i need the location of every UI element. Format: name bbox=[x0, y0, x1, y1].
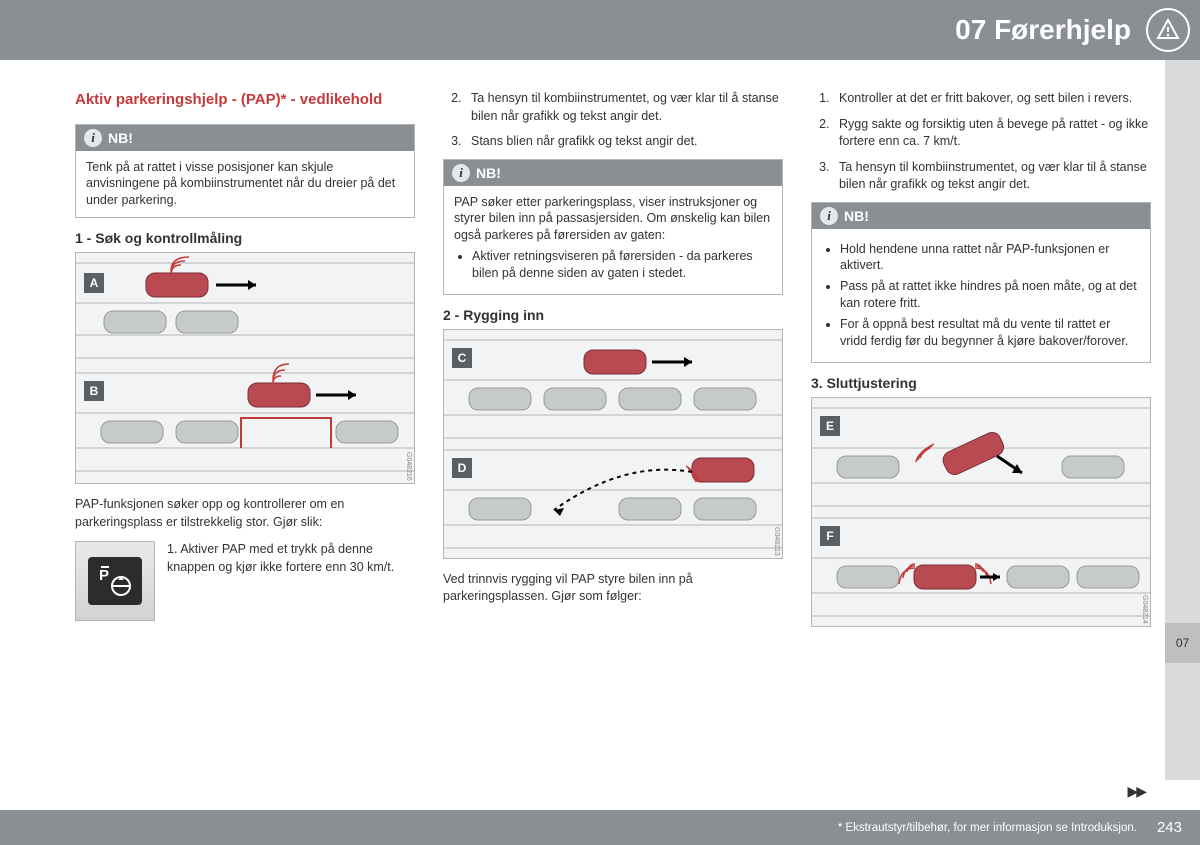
footnote-star: * bbox=[838, 822, 842, 834]
subheading-3: 3. Sluttjustering bbox=[811, 375, 1151, 391]
instruction-list-2: Kontroller at det er fritt bakover, og s… bbox=[811, 90, 1151, 194]
list-item: Ta hensyn til kombiinstrumentet, og vær … bbox=[465, 90, 783, 125]
panel-label-f: F bbox=[820, 526, 840, 546]
diagram-3: E F bbox=[811, 397, 1151, 627]
column-3: Kontroller at det er fritt bakover, og s… bbox=[811, 90, 1151, 639]
note-bullet: Aktiver retningsviseren på førersiden - … bbox=[472, 248, 772, 282]
note-label: NB! bbox=[108, 130, 133, 146]
note-text: PAP søker etter parkeringsplass, viser i… bbox=[454, 195, 770, 243]
page-number: 243 bbox=[1157, 819, 1182, 836]
para-1: PAP-funksjonen søker opp og kontrollerer… bbox=[75, 496, 415, 531]
note-label: NB! bbox=[476, 165, 501, 181]
panel-label-e: E bbox=[820, 416, 840, 436]
list-item: Kontroller at det er fritt bakover, og s… bbox=[833, 90, 1151, 108]
continue-icon: ▶▶ bbox=[1127, 783, 1145, 800]
panel-label-d: D bbox=[452, 458, 472, 478]
image-code: G048216 bbox=[405, 452, 412, 481]
footnote: * Ekstrautstyr/tilbehør, for mer informa… bbox=[838, 822, 1137, 834]
panel-label-c: C bbox=[452, 348, 472, 368]
note-box-2: i NB! PAP søker etter parkeringsplass, vi… bbox=[443, 159, 783, 295]
info-icon: i bbox=[84, 129, 102, 147]
subheading-2: 2 - Rygging inn bbox=[443, 307, 783, 323]
warning-icon bbox=[1146, 8, 1190, 52]
instruction-list-1: Ta hensyn til kombiinstrumentet, og vær … bbox=[443, 90, 783, 151]
column-1: Aktiv parkeringshjelp - (PAP)* - vedlike… bbox=[75, 90, 415, 639]
note-bullet: Hold hendene unna rattet når PAP-funksjo… bbox=[840, 241, 1140, 275]
footnote-text: Ekstrautstyr/tilbehør, for mer informasj… bbox=[846, 822, 1137, 834]
diagram-1-svg bbox=[76, 253, 414, 483]
note-box-3: i NB! Hold hendene unna rattet når PAP-fu… bbox=[811, 202, 1151, 363]
note-header: i NB! bbox=[812, 203, 1150, 229]
chapter-title: 07 Førerhjelp bbox=[955, 14, 1131, 46]
note-box-1: i NB! Tenk på at rattet i visse posisjone… bbox=[75, 124, 415, 219]
note-body: Hold hendene unna rattet når PAP-funksjo… bbox=[812, 229, 1150, 362]
note-bullet: For å oppnå best resultat må du vente ti… bbox=[840, 316, 1140, 350]
list-item: Ta hensyn til kombiinstrumentet, og vær … bbox=[833, 159, 1151, 194]
panel-label-b: B bbox=[84, 381, 104, 401]
note-header: i NB! bbox=[444, 160, 782, 186]
pap-button-icon: P bbox=[88, 557, 142, 605]
note-bullet: Pass på at rattet ikke hindres på noen m… bbox=[840, 278, 1140, 312]
note-label: NB! bbox=[844, 208, 869, 224]
step-1-text: 1. Aktiver PAP med et trykk på denne kna… bbox=[167, 541, 415, 576]
page-header: 07 Førerhjelp bbox=[0, 0, 1200, 60]
panel-label-a: A bbox=[84, 273, 104, 293]
right-sidebar bbox=[1165, 60, 1200, 780]
para-2: Ved trinnvis rygging vil PAP styre bilen… bbox=[443, 571, 783, 606]
info-icon: i bbox=[452, 164, 470, 182]
image-code: G048213 bbox=[773, 527, 780, 556]
button-row: P 1. Aktiver PAP med et trykk på denne k… bbox=[75, 541, 415, 621]
side-tab: 07 bbox=[1165, 623, 1200, 663]
svg-text:P: P bbox=[99, 567, 109, 584]
note-header: i NB! bbox=[76, 125, 414, 151]
image-code: G048214 bbox=[1141, 595, 1148, 624]
diagram-2: C D bbox=[443, 329, 783, 559]
column-2: Ta hensyn til kombiinstrumentet, og vær … bbox=[443, 90, 783, 639]
list-item: Rygg sakte og forsiktig uten å bevege på… bbox=[833, 116, 1151, 151]
section-title: Aktiv parkeringshjelp - (PAP)* - vedlike… bbox=[75, 90, 415, 110]
pap-button-image: P bbox=[75, 541, 155, 621]
diagram-3-svg bbox=[812, 398, 1150, 627]
note-body: PAP søker etter parkeringsplass, viser i… bbox=[444, 186, 782, 294]
info-icon: i bbox=[820, 207, 838, 225]
page-footer: * Ekstrautstyr/tilbehør, for mer informa… bbox=[0, 810, 1200, 845]
note-body: Tenk på at rattet i visse posisjoner kan… bbox=[76, 151, 414, 218]
list-item: Stans blien når grafikk og tekst angir d… bbox=[465, 133, 783, 151]
content: Aktiv parkeringshjelp - (PAP)* - vedlike… bbox=[0, 60, 1200, 649]
diagram-1: A B bbox=[75, 252, 415, 484]
subheading-1: 1 - Søk og kontrollmåling bbox=[75, 230, 415, 246]
diagram-2-svg bbox=[444, 330, 782, 559]
